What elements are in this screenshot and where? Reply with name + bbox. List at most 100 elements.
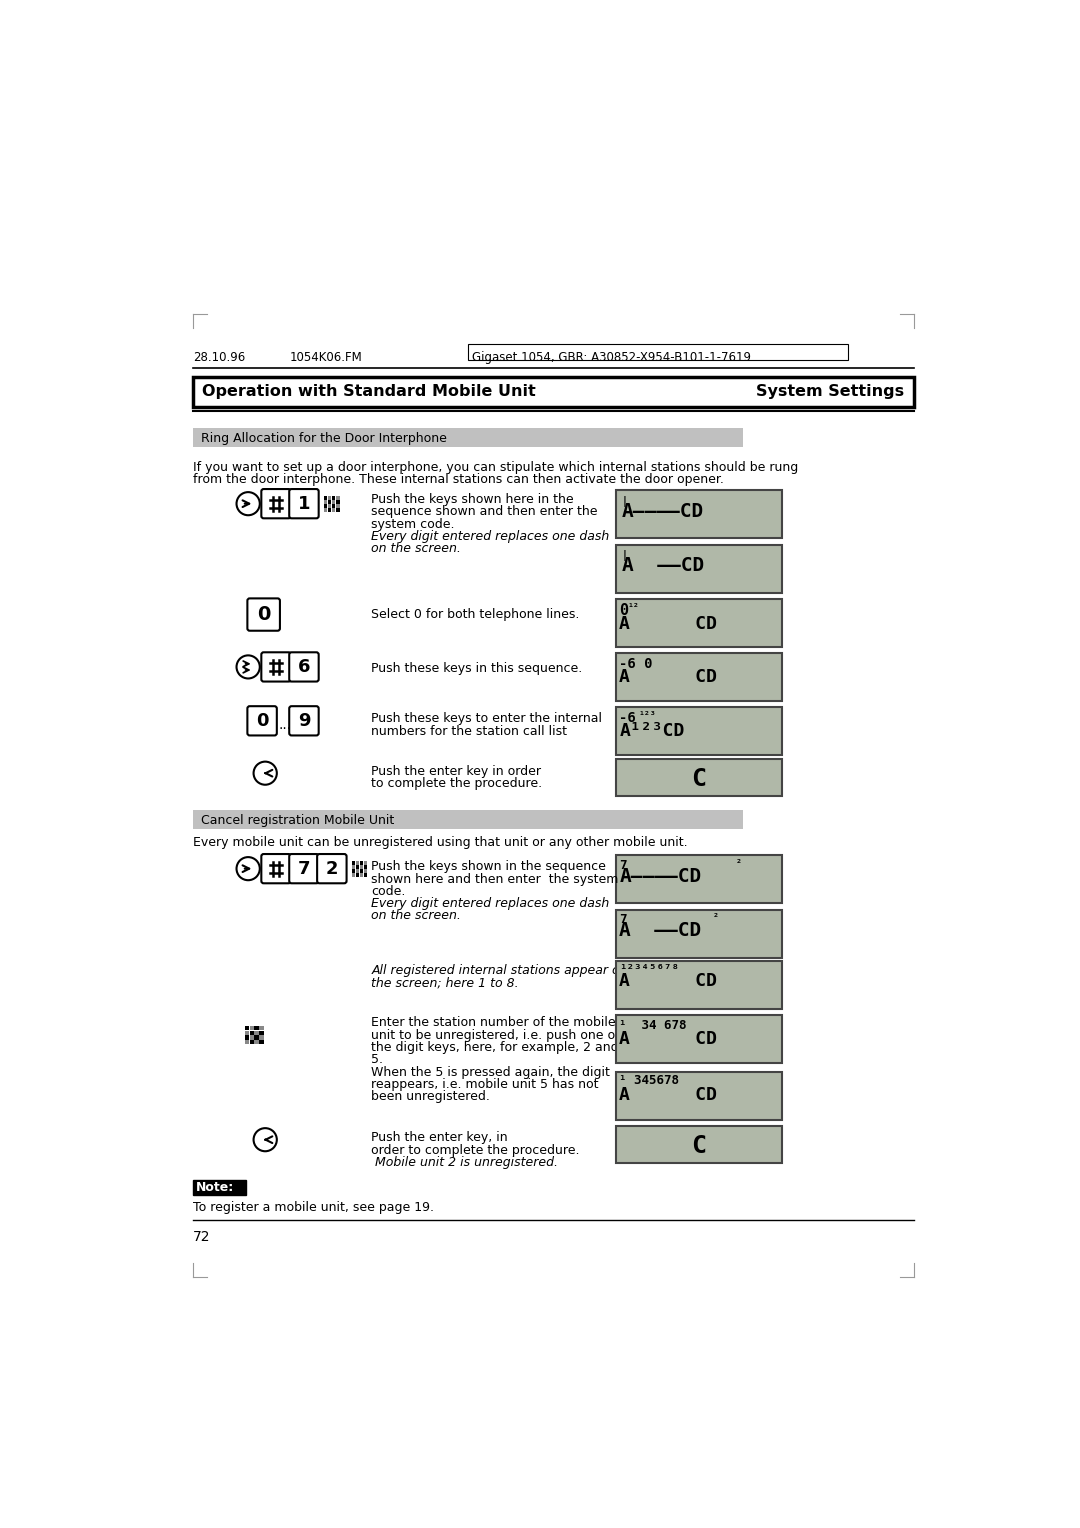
Text: 28.10.96: 28.10.96 — [193, 351, 245, 364]
Bar — [616, 707, 782, 755]
FancyBboxPatch shape — [289, 854, 319, 883]
Text: C: C — [691, 767, 706, 792]
Text: 6: 6 — [298, 659, 310, 675]
Text: |: | — [622, 497, 627, 507]
Bar — [324, 509, 327, 512]
Text: If you want to set up a door interphone, you can stipulate which internal statio: If you want to set up a door interphone,… — [193, 460, 798, 474]
Text: Operation with Standard Mobile Unit: Operation with Standard Mobile Unit — [202, 384, 536, 399]
Text: A————CD: A————CD — [622, 503, 704, 521]
Bar — [259, 1030, 264, 1034]
Text: A      CD: A CD — [619, 1030, 717, 1048]
Bar — [360, 865, 363, 868]
Text: 0: 0 — [257, 605, 270, 623]
FancyBboxPatch shape — [289, 489, 319, 518]
FancyBboxPatch shape — [247, 706, 276, 735]
Bar — [328, 504, 332, 507]
Text: numbers for the station call list: numbers for the station call list — [372, 724, 567, 738]
Text: A      CD: A CD — [619, 972, 717, 990]
Text: Enter the station number of the mobile: Enter the station number of the mobile — [372, 1016, 616, 1030]
Text: ...: ... — [279, 718, 292, 732]
Bar — [259, 1041, 264, 1045]
Bar — [355, 865, 360, 868]
Bar — [249, 1025, 254, 1030]
Text: ¹  34 678: ¹ 34 678 — [619, 1019, 687, 1031]
Bar — [364, 872, 367, 877]
Bar — [245, 1030, 249, 1034]
Text: 7: 7 — [619, 912, 626, 926]
Bar — [616, 759, 782, 796]
Text: reappears, i.e. mobile unit 5 has not: reappears, i.e. mobile unit 5 has not — [372, 1079, 599, 1091]
Text: A      CD: A CD — [619, 668, 717, 686]
Bar — [336, 509, 339, 512]
Text: on the screen.: on the screen. — [372, 909, 461, 923]
Bar — [249, 1036, 254, 1039]
Bar — [328, 497, 332, 500]
Text: Gigaset 1054, GBR: A30852-X954-B101-1-7619: Gigaset 1054, GBR: A30852-X954-B101-1-76… — [472, 351, 751, 364]
Bar — [364, 862, 367, 865]
Text: 1054K06.FM: 1054K06.FM — [291, 351, 363, 364]
Bar — [193, 1180, 246, 1195]
Text: -6 0: -6 0 — [619, 657, 653, 671]
Bar — [616, 599, 782, 646]
Text: code.: code. — [372, 885, 406, 898]
Text: the screen; here 1 to 8.: the screen; here 1 to 8. — [372, 976, 519, 990]
Text: Cancel registration Mobile Unit: Cancel registration Mobile Unit — [201, 814, 394, 827]
Text: A¹²³CD: A¹²³CD — [619, 723, 685, 741]
Bar — [245, 1036, 249, 1039]
Text: from the door interphone. These internal stations can then activate the door ope: from the door interphone. These internal… — [193, 472, 724, 486]
Text: 72: 72 — [193, 1230, 211, 1244]
Text: ¹ 345678: ¹ 345678 — [619, 1074, 679, 1088]
Text: Push these keys to enter the internal: Push these keys to enter the internal — [372, 712, 603, 726]
Text: 2: 2 — [325, 860, 338, 877]
Bar — [328, 509, 332, 512]
Text: to complete the procedure.: to complete the procedure. — [372, 778, 542, 790]
Text: been unregistered.: been unregistered. — [372, 1091, 490, 1103]
Bar — [616, 854, 782, 903]
Text: ²: ² — [713, 912, 718, 923]
Bar — [352, 869, 355, 872]
Text: the digit keys, here, for example, 2 and: the digit keys, here, for example, 2 and — [372, 1041, 619, 1054]
Text: C: C — [691, 1134, 706, 1158]
Text: order to complete the procedure.: order to complete the procedure. — [372, 1143, 580, 1157]
Text: ¹²: ¹² — [627, 604, 639, 613]
FancyBboxPatch shape — [318, 854, 347, 883]
Text: ¹²³⁴⁵⁶⁷⁸: ¹²³⁴⁵⁶⁷⁸ — [619, 963, 679, 976]
Text: A  ——CD: A ——CD — [622, 556, 704, 575]
Bar — [616, 1015, 782, 1062]
Bar — [355, 872, 360, 877]
Bar — [336, 504, 339, 507]
Bar — [332, 497, 336, 500]
Text: Select 0 for both telephone lines.: Select 0 for both telephone lines. — [372, 608, 580, 622]
Bar — [360, 869, 363, 872]
Text: 0: 0 — [256, 712, 268, 730]
Text: Every mobile unit can be unregistered using that unit or any other mobile unit.: Every mobile unit can be unregistered us… — [193, 836, 688, 850]
Bar — [336, 500, 339, 504]
Text: -6: -6 — [619, 711, 645, 724]
Bar — [332, 504, 336, 507]
Bar — [352, 865, 355, 868]
Text: Every digit entered replaces one dash: Every digit entered replaces one dash — [372, 530, 609, 542]
FancyBboxPatch shape — [261, 489, 291, 518]
Bar — [324, 500, 327, 504]
Bar — [259, 1025, 264, 1030]
Bar — [255, 1025, 259, 1030]
Text: All registered internal stations appear on: All registered internal stations appear … — [372, 964, 627, 976]
Text: |: | — [622, 550, 627, 561]
Bar — [469, 344, 848, 361]
Bar — [616, 545, 782, 593]
Bar — [336, 497, 339, 500]
Bar — [616, 652, 782, 701]
Bar — [249, 1041, 254, 1045]
Bar — [332, 500, 336, 504]
Text: Ring Allocation for the Door Interphone: Ring Allocation for the Door Interphone — [201, 432, 447, 445]
Text: Push the enter key in order: Push the enter key in order — [372, 764, 541, 778]
Bar — [332, 509, 336, 512]
Bar — [352, 862, 355, 865]
Bar — [616, 490, 782, 538]
Bar — [616, 1073, 782, 1120]
Bar — [360, 872, 363, 877]
Bar — [193, 377, 914, 406]
Bar — [324, 504, 327, 507]
Text: Push the keys shown in the sequence: Push the keys shown in the sequence — [372, 860, 606, 872]
Bar — [364, 865, 367, 868]
